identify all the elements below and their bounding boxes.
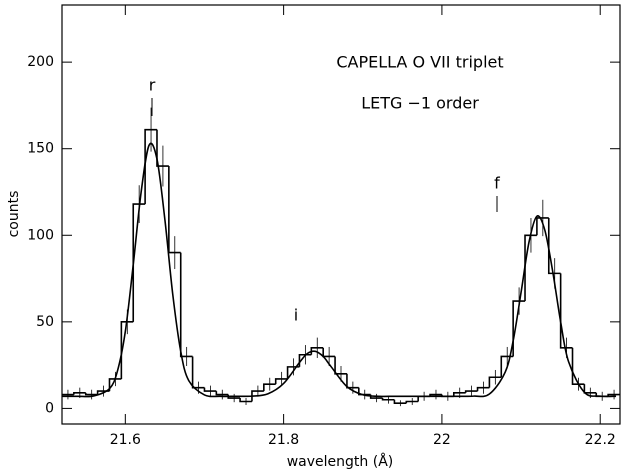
histogram-bin: [381, 398, 395, 401]
line-label: f: [494, 174, 500, 193]
histogram-bin: [524, 234, 537, 302]
x-tick-label: 22: [433, 432, 451, 448]
histogram-bin: [108, 378, 122, 392]
histogram-bin: [559, 273, 573, 349]
line-label: i: [294, 306, 298, 325]
x-tick-label: 21.8: [268, 432, 299, 448]
histogram-bin: [334, 356, 347, 375]
y-tick-label: 100: [27, 227, 54, 243]
plot-frame: [61, 4, 621, 425]
histogram-bin: [239, 398, 252, 403]
histogram-bin: [203, 387, 217, 392]
histogram-bin: [191, 356, 205, 389]
x-tick-label: 21.6: [110, 432, 141, 448]
histogram-bin: [120, 321, 134, 379]
histogram-bin: [393, 399, 407, 405]
histogram-bin: [547, 217, 561, 275]
histogram-bin: [476, 386, 490, 392]
x-tick-label: 22.2: [585, 432, 616, 448]
y-axis-label: counts: [6, 191, 22, 238]
histogram-bin: [488, 376, 502, 388]
histogram-bin: [84, 392, 98, 396]
histogram-bin: [132, 203, 146, 322]
chart-title: CAPELLA O VII triplet: [336, 53, 503, 72]
fit-curve: [62, 142, 617, 398]
x-axis-label: wavelength (Å): [287, 453, 394, 470]
y-tick-label: 0: [45, 400, 54, 416]
histogram-bin: [452, 392, 466, 397]
histogram-bin: [274, 378, 288, 385]
histogram-bin: [405, 400, 419, 404]
histogram-bin: [179, 252, 193, 358]
histogram-bin: [358, 387, 371, 396]
y-tick-label: 200: [27, 54, 54, 70]
histogram-bin: [144, 128, 157, 205]
chart-subtitle: LETG −1 order: [361, 94, 479, 113]
y-tick-label: 50: [36, 314, 54, 330]
histogram-bin: [215, 391, 229, 396]
histogram-bin: [73, 392, 86, 395]
histogram-bin: [464, 390, 478, 393]
histogram-bin: [310, 347, 324, 355]
histogram-bin: [251, 390, 264, 402]
histogram-bin: [571, 347, 585, 385]
line-label: r: [149, 76, 156, 95]
histogram-bin: [156, 129, 169, 167]
y-tick-label: 150: [27, 141, 54, 157]
plot-area: [62, 107, 620, 407]
histogram-bin: [263, 383, 276, 392]
histogram-bin: [536, 217, 549, 236]
